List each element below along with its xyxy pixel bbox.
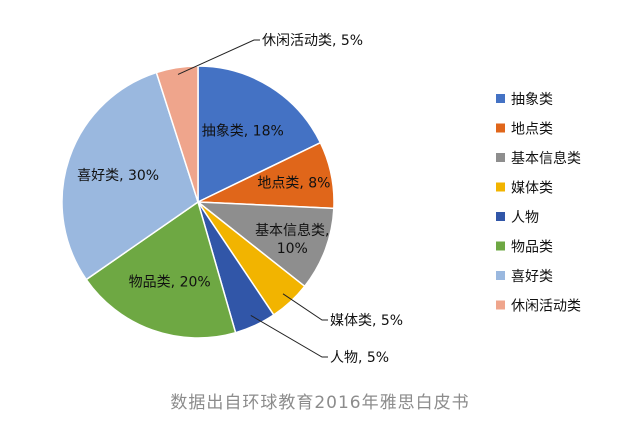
leader-line-4 [282, 293, 328, 321]
legend-swatch-5 [496, 212, 505, 221]
data-label-4: 媒体类, 5% [330, 313, 403, 329]
legend-label-8: 休闲活动类 [511, 299, 581, 315]
legend-label-4: 媒体类 [511, 181, 553, 197]
data-label-8: 休闲活动类, 5% [262, 33, 363, 49]
legend-swatch-3 [496, 153, 505, 162]
data-label-2: 地点类, 8% [257, 175, 330, 191]
legend-swatch-1 [496, 94, 505, 103]
legend-swatch-2 [496, 123, 505, 133]
data-label-3: 基本信息类, 10% [255, 222, 329, 257]
pie-slice-3 [195, 201, 335, 288]
legend-swatch-8 [496, 300, 505, 310]
legend-label-3: 基本信息类 [511, 150, 581, 167]
pie-slice-7 [61, 71, 199, 281]
pie-slice-8 [155, 65, 199, 203]
legend-label-5: 人物 [511, 210, 539, 226]
legend-swatch-7 [496, 271, 505, 280]
leader-line-5 [250, 314, 328, 358]
legend-swatch-4 [496, 182, 505, 192]
legend-label-2: 地点类 [511, 122, 553, 138]
legend-swatch-6 [496, 241, 505, 251]
legend-label-7: 喜好类 [511, 269, 553, 285]
leader-line-8 [177, 39, 260, 75]
data-label-1: 抽象类, 18% [202, 124, 284, 140]
pie-slice-1 [197, 65, 322, 204]
legend-label-1: 抽象类 [511, 92, 553, 108]
source-caption: 数据出自环球教育2016年雅思白皮书 [170, 393, 470, 413]
data-label-5: 人物, 5% [330, 350, 389, 366]
data-label-7: 喜好类, 30% [77, 168, 159, 184]
data-label-6: 物品类, 20% [129, 274, 211, 290]
legend-label-6: 物品类 [511, 240, 553, 256]
pie-slice-6 [85, 200, 237, 339]
